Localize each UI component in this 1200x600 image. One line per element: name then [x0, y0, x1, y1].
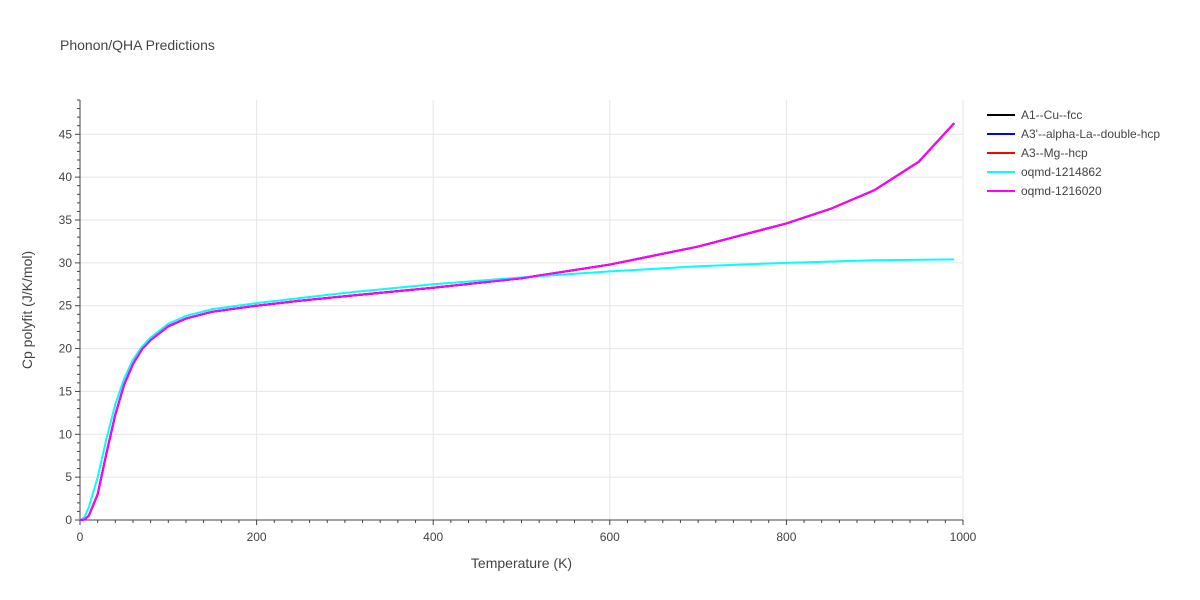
y-tick-label: 10	[59, 427, 73, 441]
y-tick-label: 35	[59, 213, 73, 227]
x-tick-label: 400	[423, 530, 443, 544]
y-tick-label: 45	[59, 127, 73, 141]
axes: 0 5 10 15 20 25 30 35 40 45 0 200 400 600 800 1000	[59, 99, 977, 544]
y-tick-label: 40	[59, 170, 73, 184]
legend-label: A3'--alpha-La--double-hcp	[1021, 127, 1160, 141]
y-tick-label: 15	[59, 384, 73, 398]
x-tick-label: 1000	[950, 530, 977, 544]
legend-label: oqmd-1216020	[1021, 184, 1102, 198]
y-axis-label: Cp polyfit (J/K/mol)	[19, 251, 35, 369]
series-line-4	[79, 122, 955, 521]
x-axis-label: Temperature (K)	[471, 555, 572, 571]
series-line-3	[79, 258, 955, 521]
legend-item[interactable]: oqmd-1214862	[987, 165, 1102, 179]
legend-item[interactable]: A3--Mg--hcp	[987, 146, 1088, 160]
legend-item[interactable]: A1--Cu--fcc	[987, 108, 1082, 122]
series-line-2	[79, 122, 955, 521]
legend-item[interactable]: A3'--alpha-La--double-hcp	[987, 127, 1160, 141]
legend-item[interactable]: oqmd-1216020	[987, 184, 1102, 198]
y-tick-label: 30	[59, 256, 73, 270]
chart-title: Phonon/QHA Predictions	[60, 37, 215, 53]
y-tick-label: 25	[59, 299, 73, 313]
legend-label: A3--Mg--hcp	[1021, 146, 1088, 160]
x-tick-label: 600	[600, 530, 620, 544]
x-tick-label: 0	[77, 530, 84, 544]
legend-label: oqmd-1214862	[1021, 165, 1102, 179]
x-tick-label: 800	[776, 530, 796, 544]
y-tick-label: 20	[59, 342, 73, 356]
series-line-1	[79, 122, 955, 521]
series-line-0	[79, 122, 955, 521]
legend[interactable]: A1--Cu--fcc A3'--alpha-La--double-hcp A3--…	[987, 108, 1160, 198]
series-layer	[79, 122, 955, 521]
y-tick-label: 5	[65, 470, 72, 484]
y-tick-label: 0	[65, 513, 72, 527]
legend-label: A1--Cu--fcc	[1021, 108, 1082, 122]
x-tick-label: 200	[247, 530, 267, 544]
grid	[80, 100, 964, 520]
